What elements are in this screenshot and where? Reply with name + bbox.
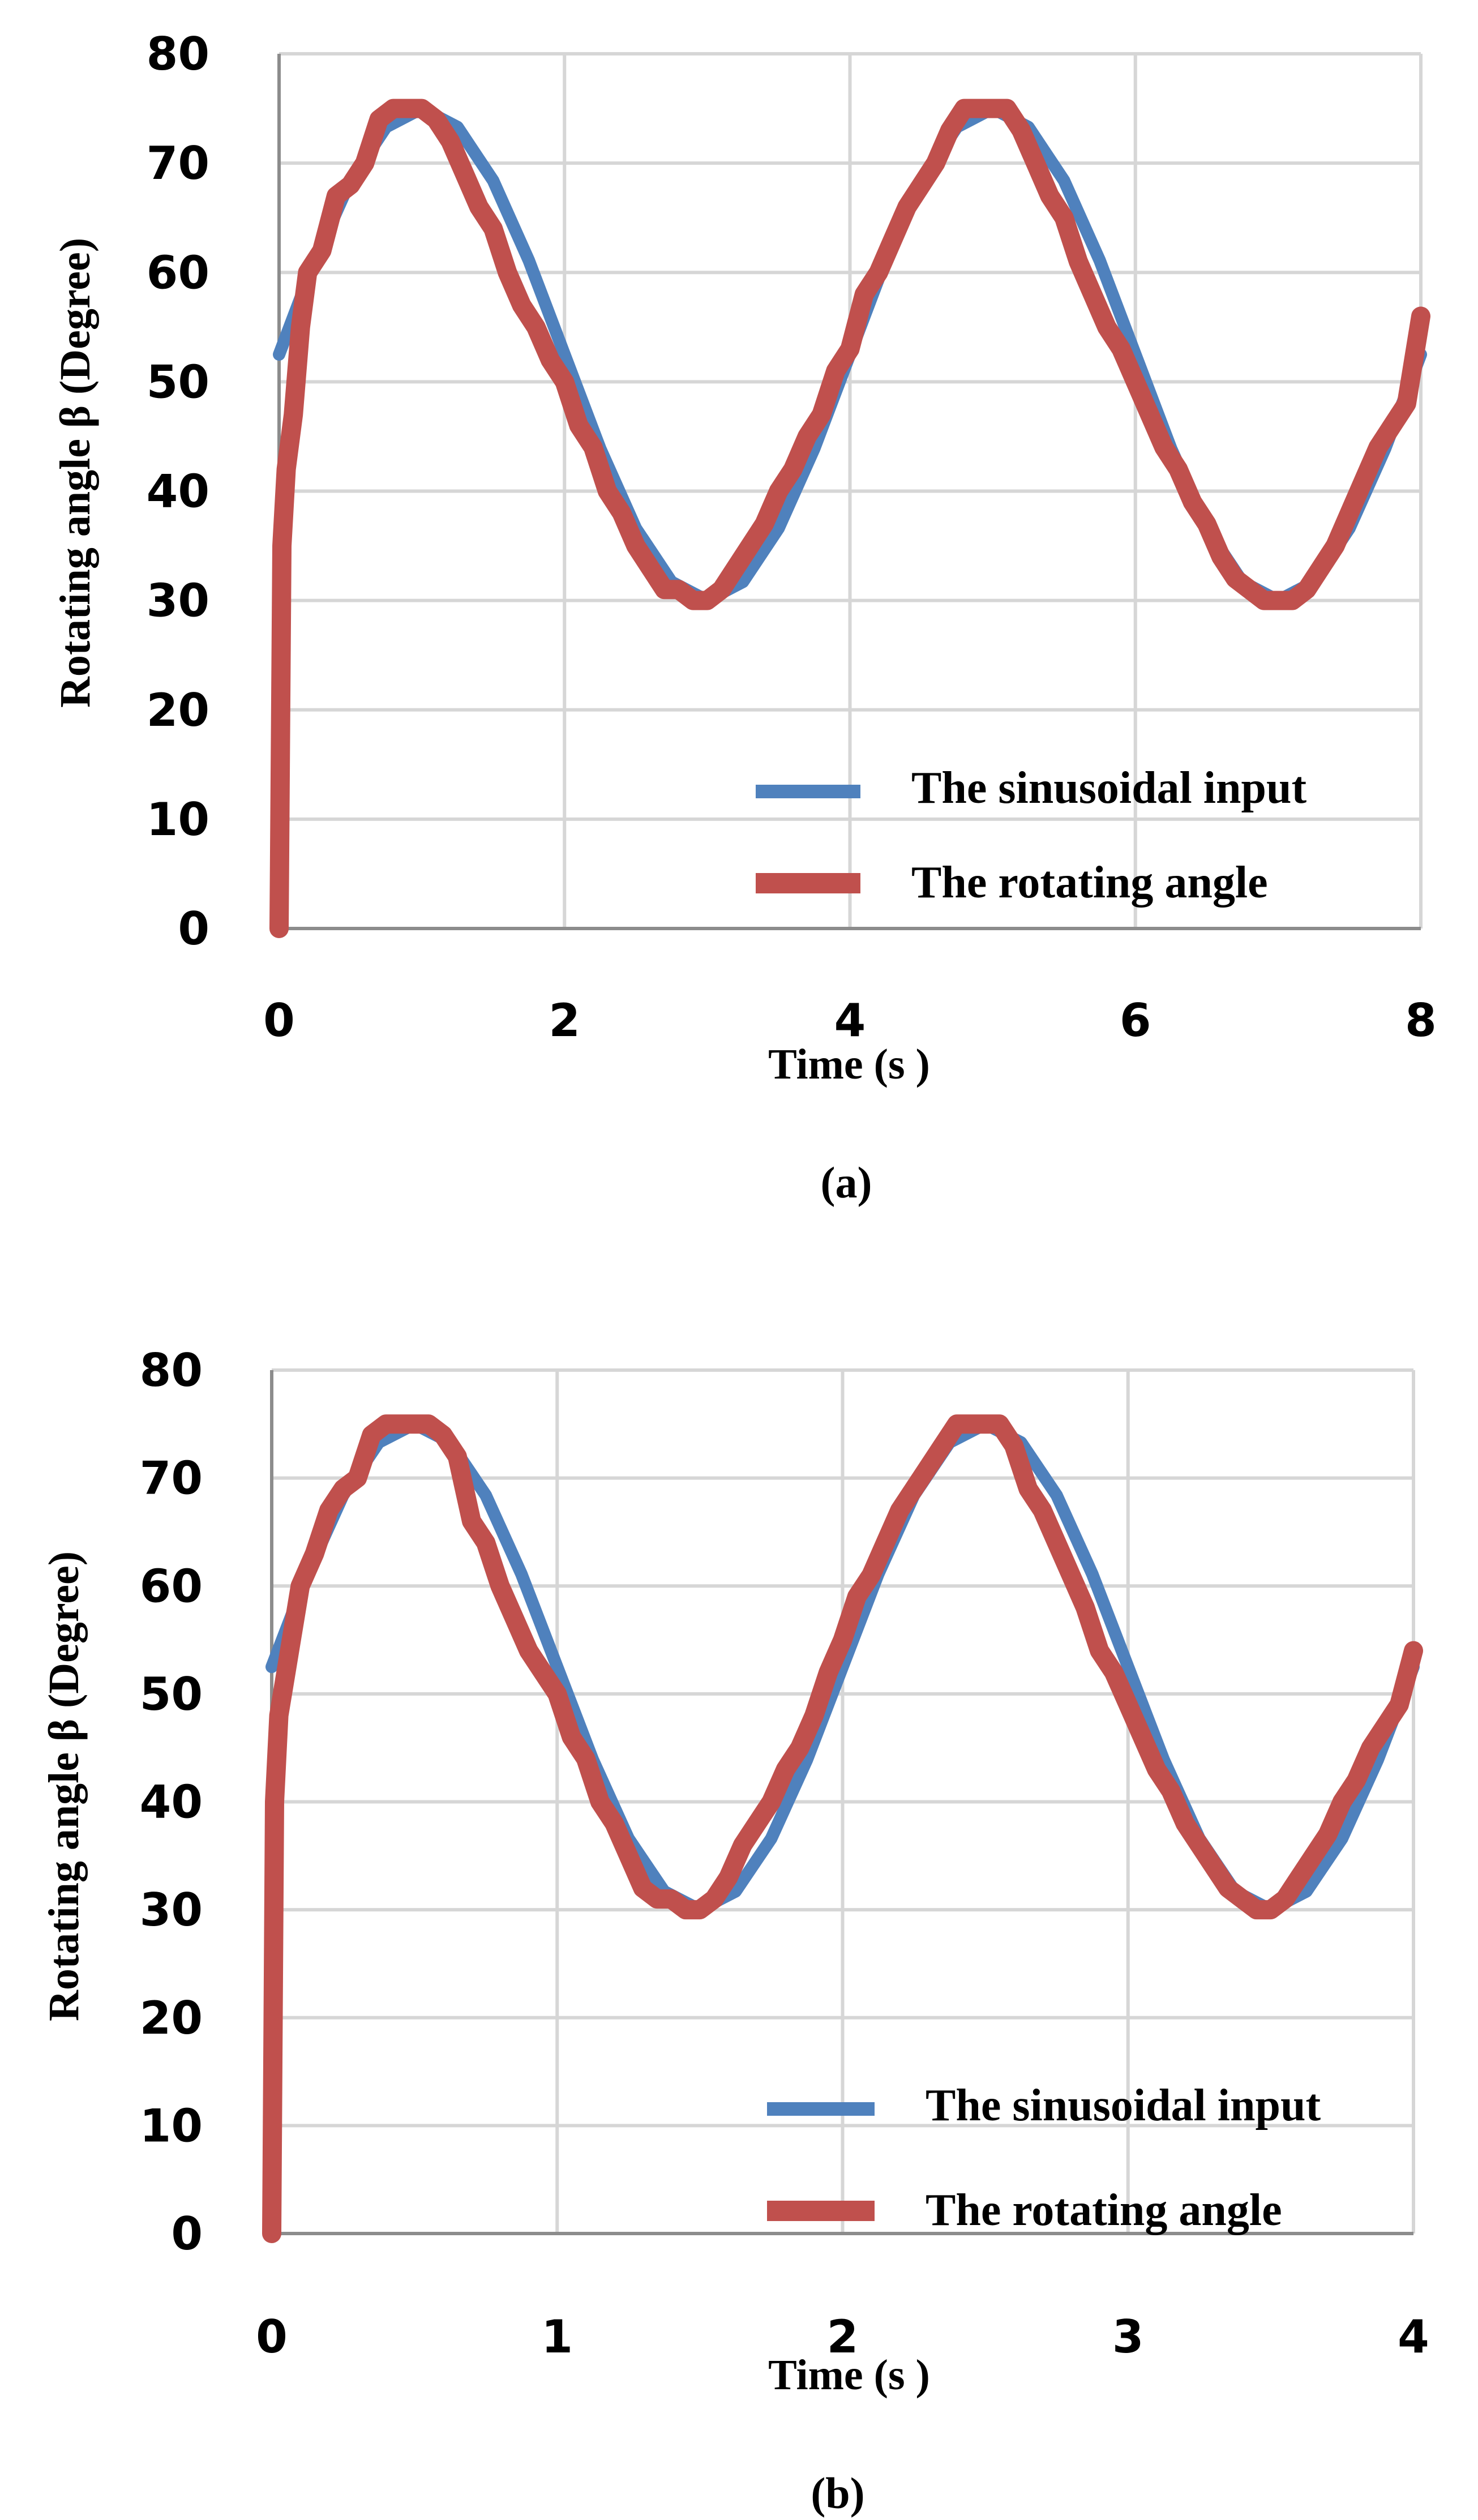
series-line-the-rotating-angle-b xyxy=(262,1414,1423,2243)
y-tick-label-80-a: 80 xyxy=(147,28,209,80)
legend-label-sinusoidal-input-a: The sinusoidal input xyxy=(911,763,1306,813)
y-tick-label-0-b: 0 xyxy=(171,2207,203,2260)
series-line-the-rotating-angle-a xyxy=(269,99,1430,938)
y-axis-title-b: Rotating angle β (Degree) xyxy=(40,1551,88,2021)
x-tick-label-0-a: 0 xyxy=(263,994,295,1047)
y-tick-label-70-b: 70 xyxy=(140,1452,203,1505)
x-tick-label-3-b: 3 xyxy=(1112,2311,1144,2363)
y-axis-title-a: Rotating angle β (Degree) xyxy=(52,238,99,708)
chart-panel-b: Rotating angle β (Degree) Time (s ) (b) … xyxy=(40,1344,1429,2518)
panel-label-a: (a) xyxy=(821,1158,872,1207)
x-tick-label-0-b: 0 xyxy=(256,2311,288,2363)
y-tick-label-0-a: 0 xyxy=(178,902,209,955)
x-tick-label-4-a: 4 xyxy=(834,994,866,1047)
y-tick-label-40-b: 40 xyxy=(140,1776,203,1829)
x-tick-label-2-a: 2 xyxy=(549,994,580,1047)
y-tick-label-70-a: 70 xyxy=(147,137,209,190)
legend-label-rotating-angle-a: The rotating angle xyxy=(911,858,1268,908)
x-tick-label-8-a: 8 xyxy=(1405,994,1437,1047)
legend-label-rotating-angle-b: The rotating angle xyxy=(926,2185,1282,2235)
y-tick-label-80-b: 80 xyxy=(140,1344,203,1397)
y-tick-label-20-b: 20 xyxy=(140,1992,203,2044)
y-tick-label-60-b: 60 xyxy=(140,1560,203,1612)
y-tick-label-50-a: 50 xyxy=(147,356,209,408)
x-axis-title-b: Time (s ) xyxy=(768,2351,930,2399)
y-tick-label-20-a: 20 xyxy=(147,684,209,737)
x-tick-label-4-b: 4 xyxy=(1398,2311,1429,2363)
y-tick-label-60-a: 60 xyxy=(147,246,209,299)
x-axis-title-a: Time (s ) xyxy=(768,1041,930,1088)
x-tick-label-1-b: 1 xyxy=(541,2311,573,2363)
y-tick-label-30-a: 30 xyxy=(147,575,209,627)
x-tick-label-2-b: 2 xyxy=(827,2311,859,2363)
panel-label-b: (b) xyxy=(811,2468,864,2518)
chart-panel-a: Rotating angle β (Degree) Time (s ) (a) … xyxy=(52,28,1437,1207)
legend-label-sinusoidal-input-b: The sinusoidal input xyxy=(926,2081,1321,2130)
y-tick-label-50-b: 50 xyxy=(140,1668,203,1721)
x-tick-label-6-a: 6 xyxy=(1120,994,1151,1047)
y-tick-label-40-a: 40 xyxy=(147,465,209,518)
y-tick-label-10-b: 10 xyxy=(140,2099,203,2152)
y-tick-label-30-b: 30 xyxy=(140,1884,203,1936)
y-tick-label-10-a: 10 xyxy=(147,793,209,846)
